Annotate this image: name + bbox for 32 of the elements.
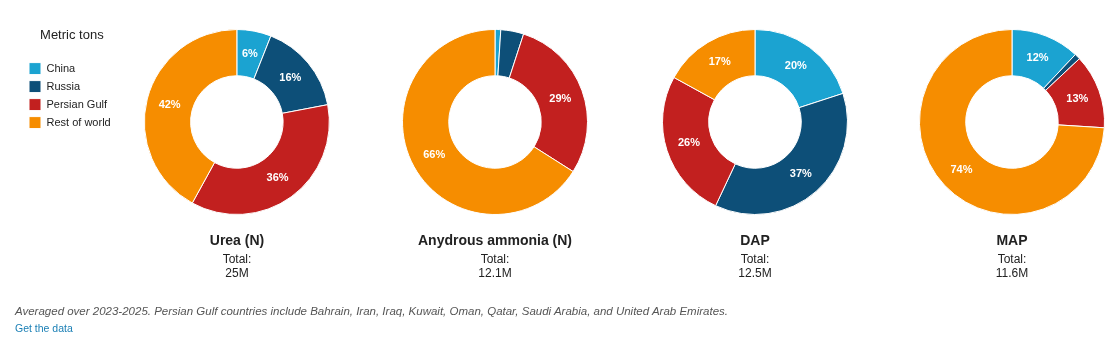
data-label: 37% [789, 167, 813, 180]
data-label: 74% [950, 162, 973, 175]
text: Total: [739, 252, 771, 266]
data-label: 12% [1026, 50, 1049, 63]
text: 25M [224, 266, 250, 280]
data-label: 20% [784, 58, 807, 71]
text: 12.5M [737, 266, 773, 280]
text: 11.6M [994, 266, 1030, 280]
text: Total: [479, 252, 511, 266]
text: Total: [221, 252, 253, 266]
legend-label: Persian Gulf [46, 97, 109, 110]
legend-label: Rest of world [46, 115, 111, 128]
legend-label: China [46, 61, 77, 74]
data-label: 16% [279, 70, 302, 83]
legend-label: Russia [46, 79, 82, 92]
text: DAP [739, 232, 771, 248]
text: Urea (N) [208, 232, 266, 248]
text: MAP [995, 232, 1029, 248]
text: 12.1M [477, 266, 513, 280]
data-label: 36% [266, 171, 289, 184]
text: Anydrous ammonia (N) [417, 232, 573, 248]
data-label: 13% [1066, 91, 1089, 104]
legend-title: Metric tons [40, 27, 105, 43]
data-label: 66% [423, 148, 446, 161]
data-label: 29% [549, 91, 572, 104]
text: Total: [996, 252, 1028, 266]
data-label: 26% [678, 136, 701, 149]
data-label: 17% [708, 55, 731, 68]
data-label: 42% [158, 97, 182, 110]
text: Averaged over 2023-2025. Persian Gulf countries include Bahrain, Iran, Iraq, Kuwait, Oman, Qatar, Saudi Arabia, and United Arab Emirates. [15, 304, 728, 318]
text: Get the data [15, 322, 73, 335]
data-label: 6% [242, 46, 259, 59]
